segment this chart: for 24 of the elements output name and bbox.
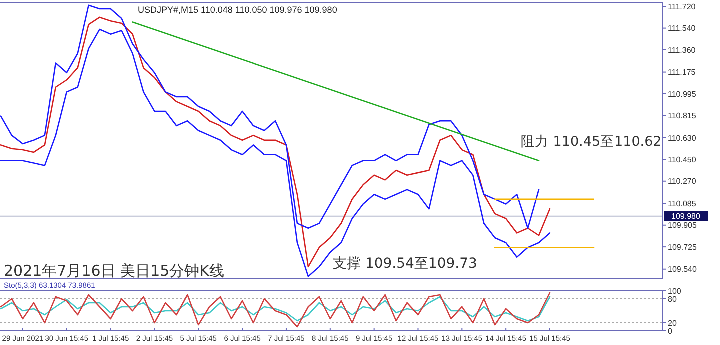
line-series	[0, 296, 551, 322]
y-tick-label: 110.815	[668, 111, 697, 120]
y-tick-label: 110.995	[668, 90, 697, 99]
y-tick-label: 110.270	[668, 177, 697, 186]
y-tick-label: 111.175	[668, 68, 696, 78]
y-tick-label: 109.725	[668, 242, 698, 252]
y-tick-label: 20	[668, 318, 678, 328]
y-tick-label: 110.630	[668, 134, 697, 143]
line-series	[0, 292, 551, 328]
y-tick-label: 0	[668, 326, 673, 336]
y-tick-label: 100	[668, 286, 682, 296]
y-tick-label: 80	[668, 294, 678, 304]
chart-title: USDJPY#,M15 110.048 110.050 109.976 109.980	[138, 5, 338, 15]
y-tick-label: 111.360	[668, 46, 696, 55]
y-tick-label: 110.450	[668, 155, 697, 164]
ref-line-label: 109.980	[672, 212, 702, 222]
annotation: 2021年7月16日 美日15分钟K线	[4, 262, 224, 280]
y-tick-label: 109.540	[668, 265, 698, 274]
y-tick-label: 111.540	[668, 24, 696, 34]
y-tick-label: 111.720	[668, 2, 696, 12]
y-tick-label: 109.905	[668, 221, 698, 230]
annotation: 支撑 109.54至109.73	[333, 256, 478, 272]
y-tick-label: 110.085	[668, 199, 697, 208]
annotation: 阻力 110.45至110.62	[521, 134, 662, 150]
